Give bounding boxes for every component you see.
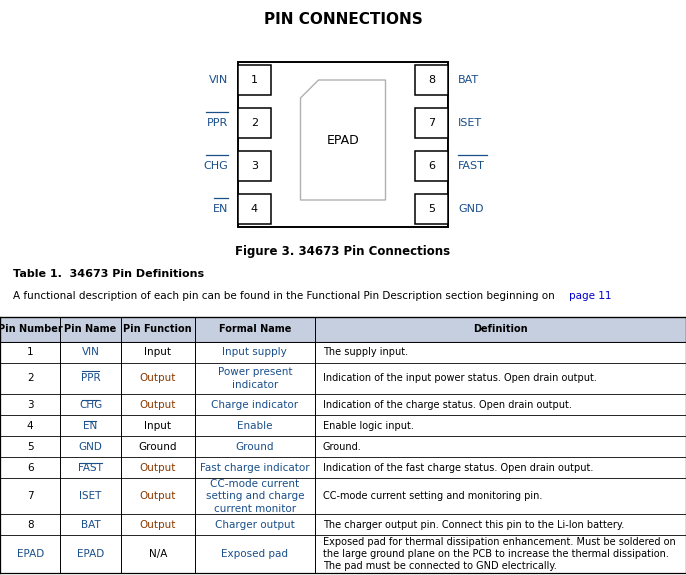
Bar	[238, 194, 271, 224]
Text: Output: Output	[139, 373, 176, 384]
Text: The supply input.: The supply input.	[323, 347, 408, 357]
Text: Output: Output	[139, 463, 176, 473]
Text: CHG: CHG	[203, 161, 228, 171]
Text: 7: 7	[428, 118, 435, 128]
Text: 3: 3	[27, 400, 34, 410]
Text: Input supply: Input supply	[222, 347, 287, 357]
Text: Ground: Ground	[235, 442, 274, 452]
Bar	[415, 151, 448, 181]
Text: Exposed pad for thermal dissipation enhancement. Must be soldered on
the large g: Exposed pad for thermal dissipation enha…	[323, 536, 676, 572]
Bar	[238, 65, 271, 95]
Text: CC-mode current setting and monitoring pin.: CC-mode current setting and monitoring p…	[323, 491, 542, 501]
Text: Exposed pad: Exposed pad	[222, 549, 288, 559]
Text: N/A: N/A	[149, 549, 167, 559]
Text: 6: 6	[27, 463, 34, 473]
Text: EN: EN	[213, 204, 228, 214]
Text: Charge indicator: Charge indicator	[211, 400, 298, 410]
Text: Definition: Definition	[473, 324, 528, 334]
Bar	[415, 65, 448, 95]
Text: 5: 5	[27, 442, 34, 452]
Text: CHG: CHG	[79, 400, 102, 410]
Bar	[238, 62, 448, 227]
Text: Fast charge indicator: Fast charge indicator	[200, 463, 309, 473]
Text: 8: 8	[27, 520, 34, 530]
Text: 8: 8	[428, 75, 435, 85]
Text: Output: Output	[139, 400, 176, 410]
Bar	[0, 457, 686, 478]
Text: The charger output pin. Connect this pin to the Li-Ion battery.: The charger output pin. Connect this pin…	[323, 520, 624, 530]
Text: ISET: ISET	[458, 118, 482, 128]
Text: PIN CONNECTIONS: PIN CONNECTIONS	[263, 12, 423, 27]
Text: GND: GND	[458, 204, 484, 214]
Bar	[0, 317, 686, 342]
Bar	[238, 151, 271, 181]
Text: Pin Function: Pin Function	[123, 324, 192, 334]
Text: 1: 1	[251, 75, 258, 85]
Text: Indication of the input power status. Open drain output.: Indication of the input power status. Op…	[323, 373, 597, 384]
Text: Input: Input	[144, 421, 172, 431]
Text: ISET: ISET	[80, 491, 102, 501]
Bar	[0, 394, 686, 415]
Text: EPAD: EPAD	[77, 549, 104, 559]
Bar	[0, 363, 686, 394]
Text: 5: 5	[428, 204, 435, 214]
Text: Indication of the fast charge status. Open drain output.: Indication of the fast charge status. Op…	[323, 463, 593, 473]
Text: BAT: BAT	[81, 520, 100, 530]
Text: 6: 6	[428, 161, 435, 171]
Text: 1: 1	[27, 347, 34, 357]
Text: Output: Output	[139, 520, 176, 530]
Text: Formal Name: Formal Name	[219, 324, 291, 334]
Text: Pin Number: Pin Number	[0, 324, 62, 334]
Bar	[0, 478, 686, 514]
Text: CC-mode current
setting and charge
current monitor: CC-mode current setting and charge curre…	[206, 479, 304, 513]
Text: FAST: FAST	[458, 161, 485, 171]
Text: Output: Output	[139, 491, 176, 501]
Text: PPR: PPR	[81, 373, 100, 384]
Text: 2: 2	[251, 118, 258, 128]
Text: page 11: page 11	[569, 290, 612, 301]
Text: EPAD: EPAD	[327, 133, 359, 147]
Text: Charger output: Charger output	[215, 520, 295, 530]
Bar	[0, 535, 686, 573]
Bar	[0, 415, 686, 436]
Text: 4: 4	[27, 421, 34, 431]
Text: VIN: VIN	[209, 75, 228, 85]
Bar	[0, 436, 686, 457]
Text: Power present
indicator: Power present indicator	[217, 367, 292, 390]
Text: .: .	[602, 290, 605, 301]
Text: Enable: Enable	[237, 421, 272, 431]
Bar	[0, 342, 686, 363]
Text: Input: Input	[144, 347, 172, 357]
Text: Figure 3. 34673 Pin Connections: Figure 3. 34673 Pin Connections	[235, 245, 451, 258]
Text: VIN: VIN	[82, 347, 99, 357]
Text: 3: 3	[251, 161, 258, 171]
Text: Indication of the charge status. Open drain output.: Indication of the charge status. Open dr…	[323, 400, 571, 410]
Text: FAST: FAST	[78, 463, 103, 473]
Bar	[238, 108, 271, 138]
Text: EPAD: EPAD	[16, 549, 44, 559]
Text: Ground: Ground	[139, 442, 177, 452]
Text: GND: GND	[79, 442, 102, 452]
Text: 2: 2	[27, 373, 34, 384]
Text: Pin Name: Pin Name	[64, 324, 117, 334]
Text: Enable logic input.: Enable logic input.	[323, 421, 414, 431]
Text: PPR: PPR	[206, 118, 228, 128]
Bar	[415, 194, 448, 224]
Text: Table 1.  34673 Pin Definitions: Table 1. 34673 Pin Definitions	[13, 269, 204, 279]
Text: 4: 4	[251, 204, 258, 214]
Text: EN: EN	[84, 421, 97, 431]
Bar	[0, 514, 686, 535]
Text: Ground.: Ground.	[323, 442, 362, 452]
Text: A functional description of each pin can be found in the Functional Pin Descript: A functional description of each pin can…	[13, 290, 558, 301]
Text: BAT: BAT	[458, 75, 479, 85]
Text: 7: 7	[27, 491, 34, 501]
Bar	[415, 108, 448, 138]
